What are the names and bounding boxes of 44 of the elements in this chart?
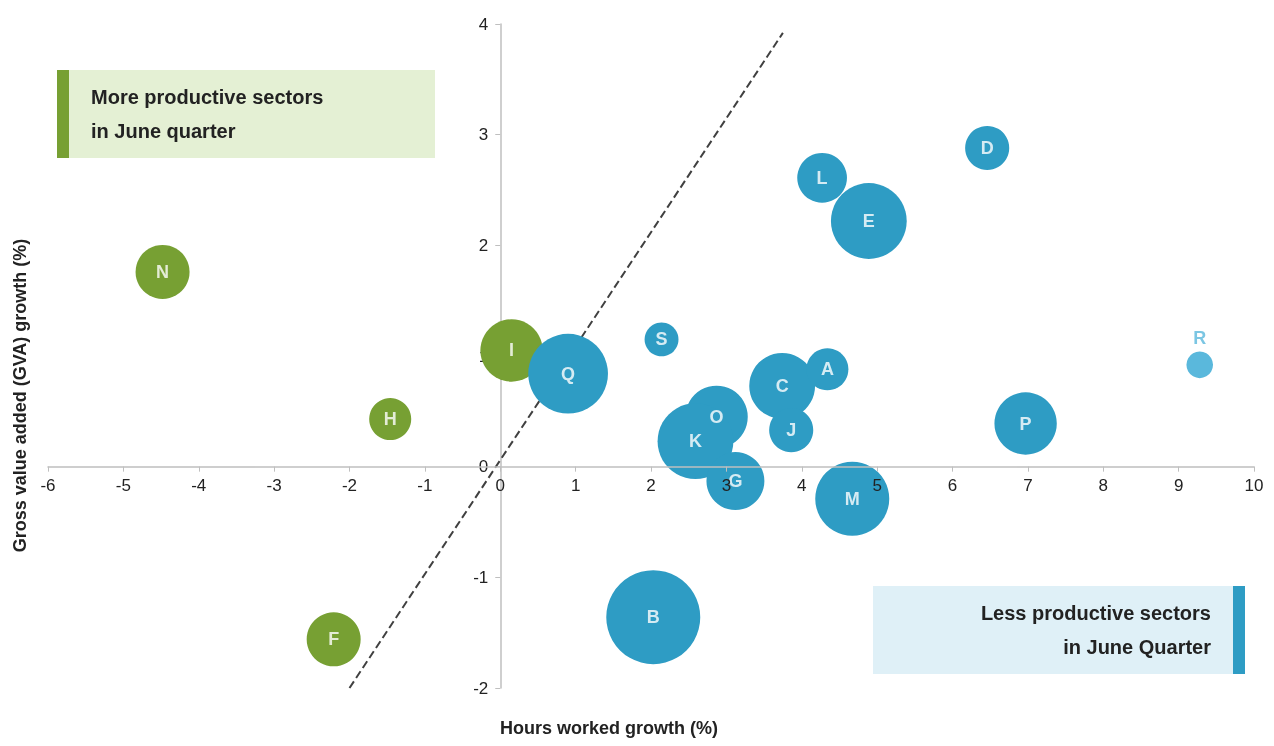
annotation: A bbox=[820, 359, 834, 380]
x-tick-label: 9 bbox=[1173, 475, 1184, 495]
annotation: S bbox=[655, 329, 668, 350]
y-tick-label: 2 bbox=[478, 235, 489, 255]
x-tick-label: -3 bbox=[266, 475, 282, 495]
x-tick-label: -6 bbox=[40, 475, 56, 495]
x-tick-label: 8 bbox=[1098, 475, 1108, 495]
note-box: Less productive sectors in June Quarter bbox=[873, 586, 1245, 674]
y-axis-title: Gross value added (GVA) growth (%) bbox=[9, 237, 31, 555]
x-tick-label: 5 bbox=[872, 475, 882, 495]
annotation: O bbox=[709, 406, 724, 427]
annotation: J bbox=[786, 420, 797, 441]
x-tick-label: -4 bbox=[191, 475, 207, 495]
annotation: E bbox=[862, 210, 875, 231]
x-tick-label: 1 bbox=[570, 475, 581, 495]
y-tick-label: 0 bbox=[478, 457, 489, 477]
y-tick-label: -2 bbox=[473, 678, 489, 698]
x-tick-label: 2 bbox=[646, 475, 656, 495]
x-tick-label: 4 bbox=[797, 475, 807, 495]
annotation: R bbox=[1193, 327, 1207, 348]
annotation: N bbox=[156, 261, 170, 282]
annotation: K bbox=[688, 431, 702, 452]
y-tick-label: 3 bbox=[478, 125, 489, 145]
x-tick-label: 0 bbox=[495, 475, 505, 495]
annotation: F bbox=[328, 629, 340, 650]
y-tick-label: 4 bbox=[478, 14, 489, 34]
annotation: Q bbox=[561, 363, 576, 384]
y-tick-label: -1 bbox=[473, 567, 489, 587]
annotation: B bbox=[646, 607, 660, 628]
annotation: D bbox=[980, 137, 994, 158]
x-tick-label: 10 bbox=[1244, 475, 1264, 495]
x-tick-label: -2 bbox=[341, 475, 358, 495]
x-tick-label: 7 bbox=[1023, 475, 1033, 495]
annotation: H bbox=[383, 409, 397, 430]
note-box: More productive sectors in June quarter bbox=[57, 70, 435, 158]
x-tick-label: -1 bbox=[417, 475, 433, 495]
annotation: I bbox=[509, 340, 515, 361]
x-axis-title: Hours worked growth (%) bbox=[500, 718, 719, 739]
annotation: M bbox=[844, 488, 860, 509]
annotation: C bbox=[775, 375, 789, 396]
annotation: P bbox=[1019, 413, 1032, 434]
x-tick-label: -5 bbox=[115, 475, 131, 495]
x-tick-label: 6 bbox=[947, 475, 958, 495]
annotation: L bbox=[816, 167, 828, 188]
